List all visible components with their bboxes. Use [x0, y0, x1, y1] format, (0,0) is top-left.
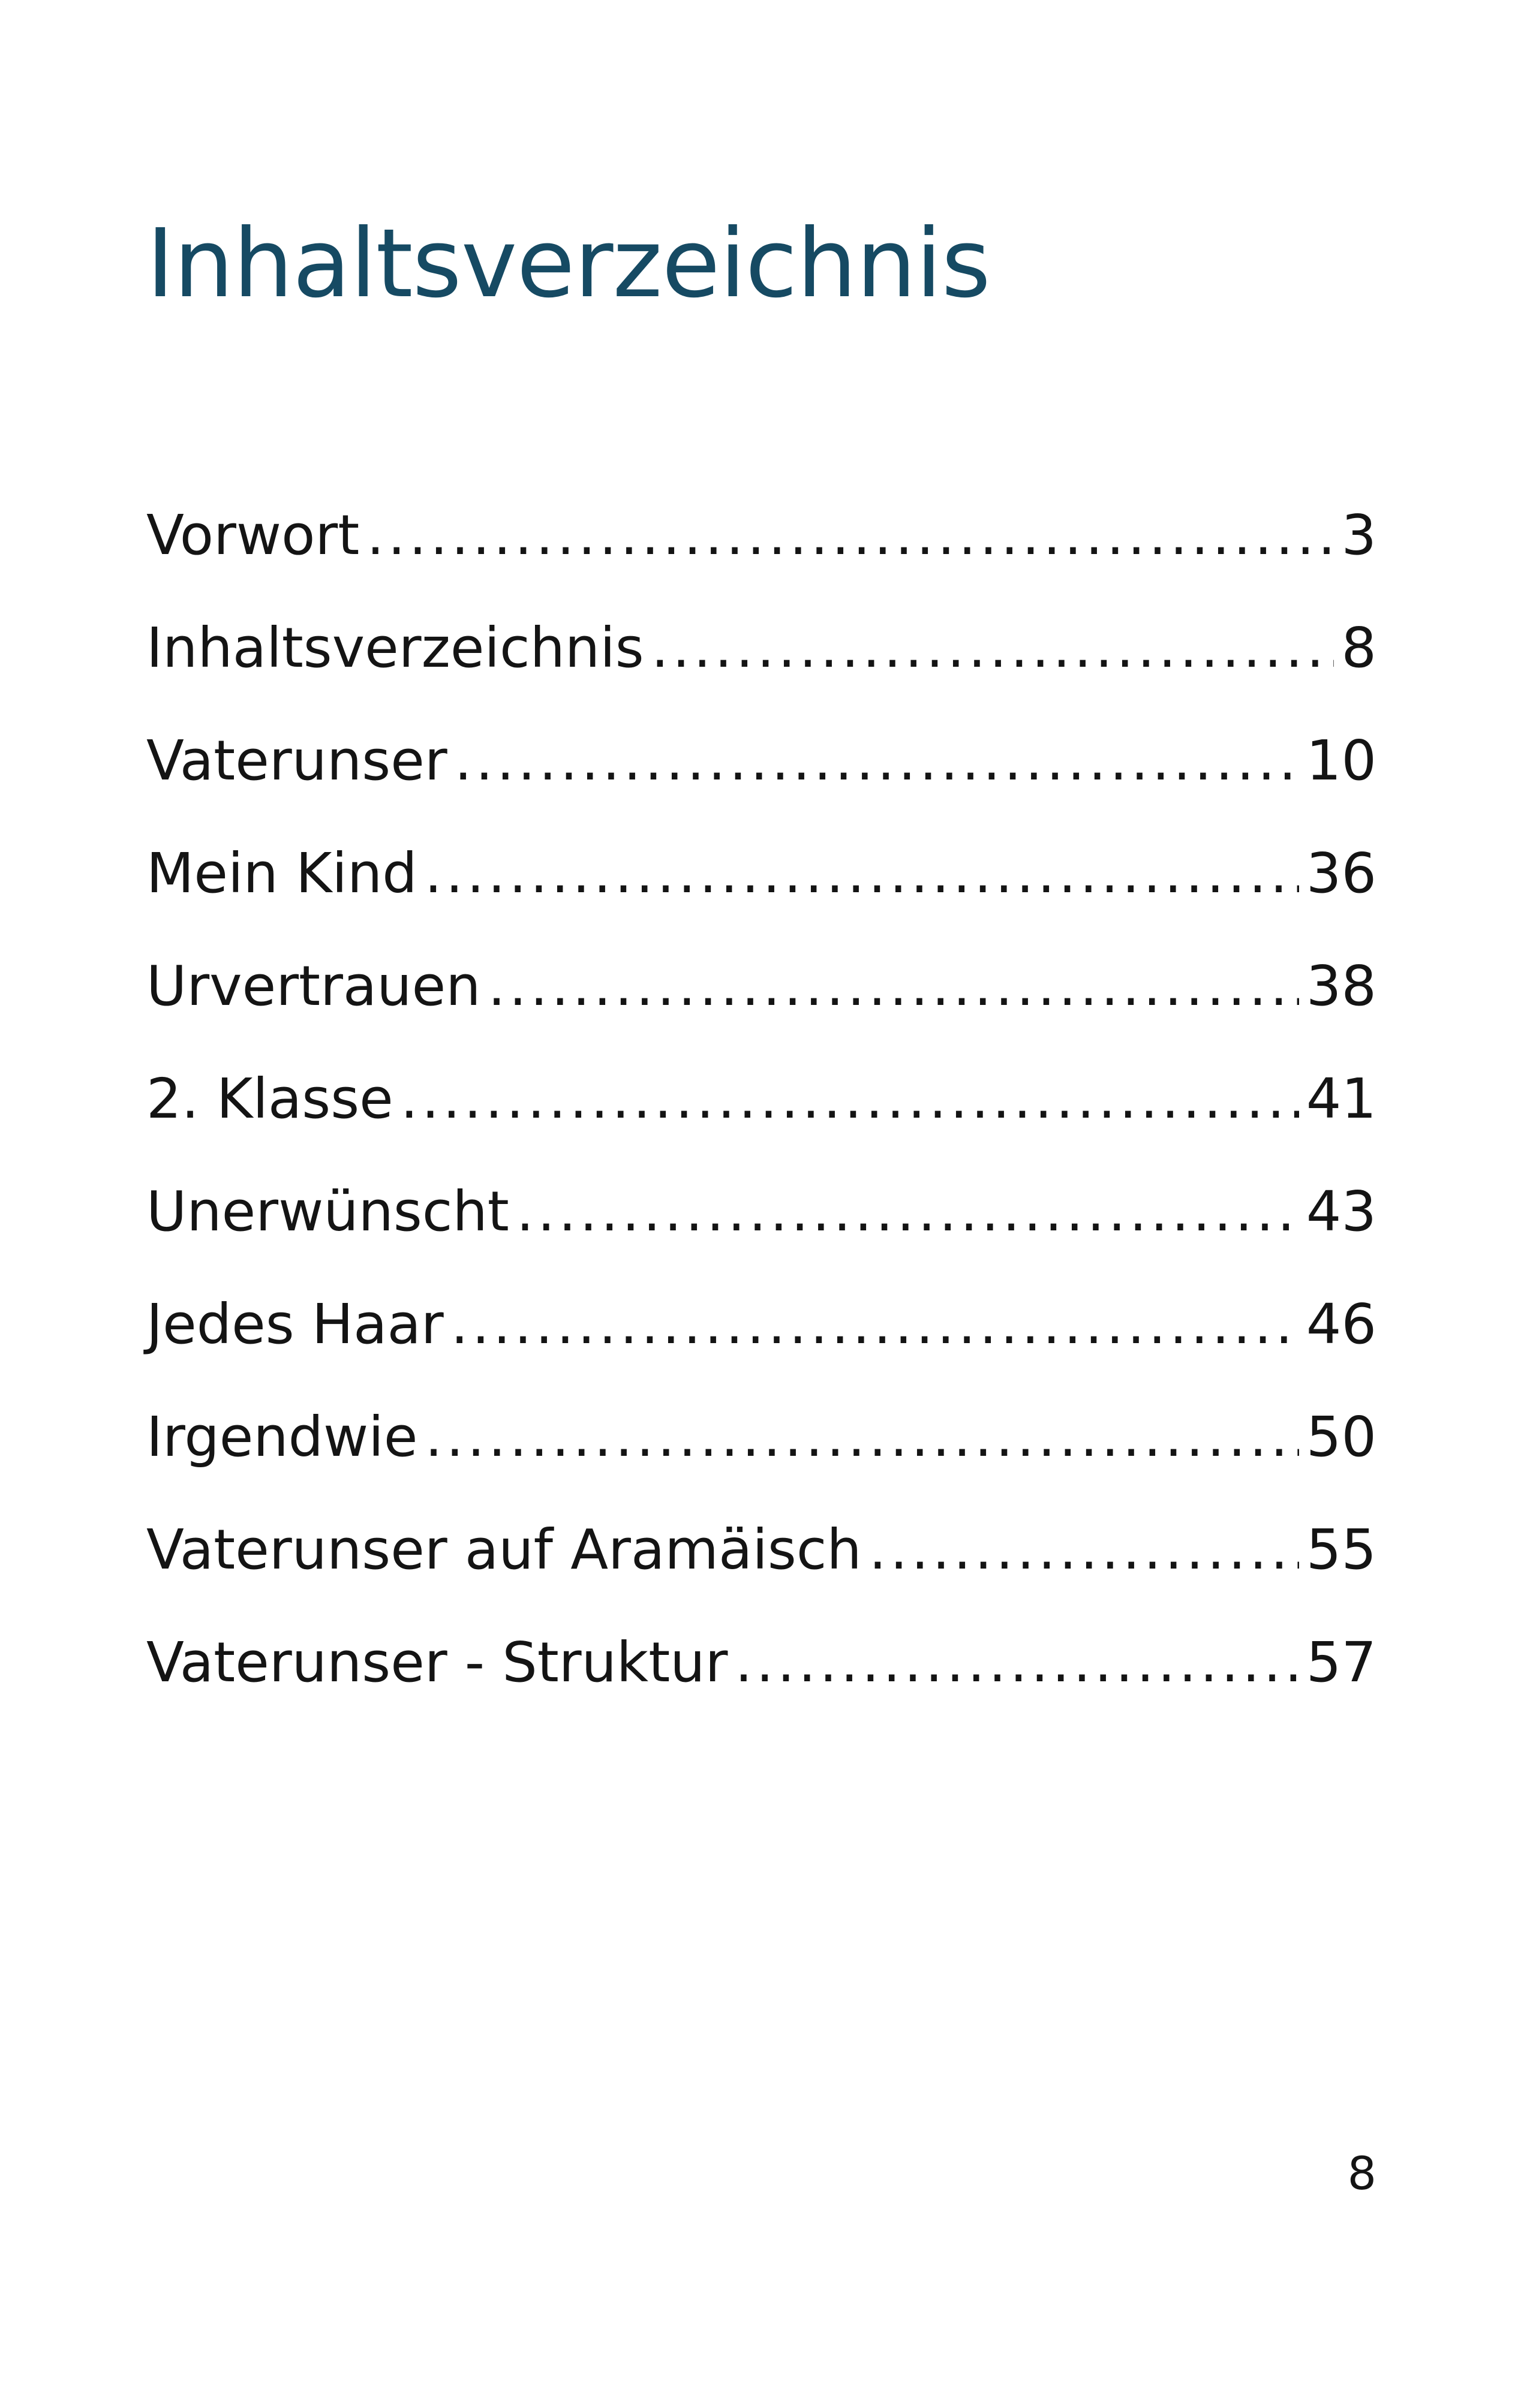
toc-entry-title: Inhaltsverzeichnis	[146, 616, 644, 680]
toc-dot-leader	[869, 1517, 1299, 1583]
toc-entry-page: 50	[1306, 1405, 1376, 1469]
toc-entry-title: Urvertrauen	[146, 954, 481, 1018]
toc-entry-title: Unerwünscht	[146, 1179, 509, 1244]
toc-entry-page: 43	[1306, 1179, 1376, 1244]
toc-entry-page: 55	[1306, 1518, 1376, 1582]
toc-dot-leader	[651, 615, 1334, 681]
toc-entry: Unerwünscht 43	[146, 1179, 1376, 1292]
toc-entry-page: 41	[1306, 1067, 1376, 1131]
toc-entry-page: 46	[1306, 1292, 1376, 1356]
toc-entry-title: Vaterunser auf Aramäisch	[146, 1518, 862, 1582]
toc-dot-leader	[451, 1292, 1299, 1357]
toc-entry-title: Vaterunser	[146, 729, 447, 793]
toc-entry-page: 36	[1306, 841, 1376, 905]
page-title: Inhaltsverzeichnis	[146, 209, 991, 319]
toc-entry-title: Vorwort	[146, 503, 360, 567]
toc-entry-title: Irgendwie	[146, 1405, 418, 1469]
toc-entry-page: 10	[1306, 729, 1376, 793]
toc-entry-page: 57	[1306, 1630, 1376, 1694]
toc-entry-title: Jedes Haar	[146, 1292, 444, 1356]
toc-entry: Inhaltsverzeichnis 8	[146, 615, 1376, 728]
toc-dot-leader	[425, 1404, 1298, 1470]
toc-entry: Vaterunser auf Aramäisch 55	[146, 1517, 1376, 1630]
toc-dot-leader	[735, 1630, 1299, 1696]
toc-dot-leader	[366, 502, 1334, 568]
toc-entry-title: Mein Kind	[146, 841, 417, 905]
table-of-contents: Vorwort 3 Inhaltsverzeichnis 8 Vaterunse…	[146, 502, 1376, 1742]
toc-entry: Irgendwie 50	[146, 1404, 1376, 1517]
toc-entry-title: 2. Klasse	[146, 1067, 393, 1131]
toc-dot-leader	[488, 953, 1299, 1019]
toc-entry: Vaterunser - Struktur 57	[146, 1630, 1376, 1742]
toc-dot-leader	[401, 1066, 1299, 1132]
toc-entry-page: 8	[1341, 616, 1376, 680]
toc-entry: Urvertrauen 38	[146, 953, 1376, 1066]
toc-entry: Vorwort 3	[146, 502, 1376, 615]
toc-dot-leader	[425, 841, 1299, 907]
toc-entry: Vaterunser 10	[146, 728, 1376, 841]
toc-entry-title: Vaterunser - Struktur	[146, 1630, 728, 1694]
toc-dot-leader	[455, 728, 1299, 794]
toc-dot-leader	[516, 1179, 1299, 1245]
toc-entry: Mein Kind 36	[146, 841, 1376, 953]
footer-page-number: 8	[1347, 2147, 1376, 2200]
toc-entry: 2. Klasse 41	[146, 1066, 1376, 1179]
toc-entry: Jedes Haar 46	[146, 1292, 1376, 1404]
toc-entry-page: 3	[1341, 503, 1376, 567]
toc-entry-page: 38	[1306, 954, 1376, 1018]
